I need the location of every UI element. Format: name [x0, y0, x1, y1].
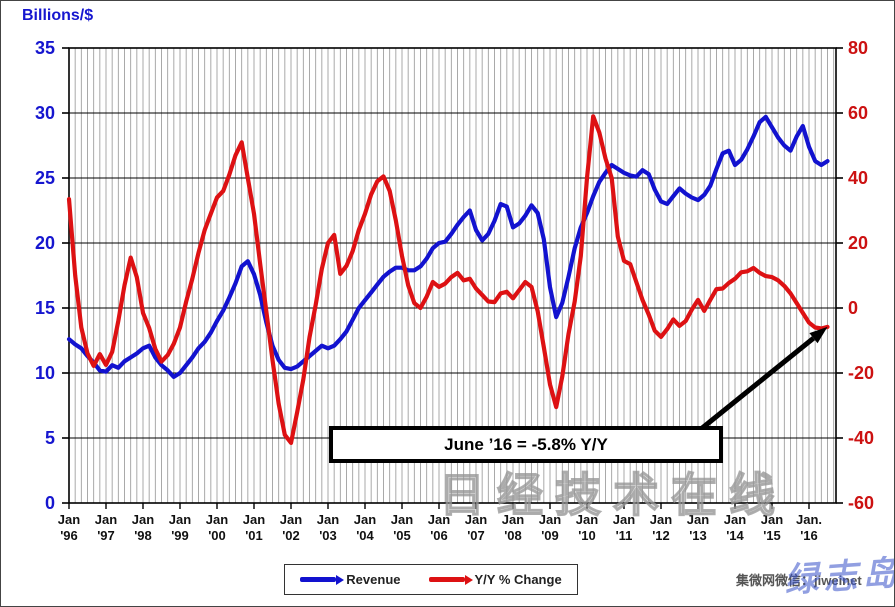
svg-text:5: 5 [45, 428, 55, 448]
credit-text: 集微网微信：jiweinet [736, 573, 862, 588]
svg-text:Jan: Jan [354, 512, 376, 527]
svg-text:'06: '06 [430, 528, 448, 543]
svg-text:'09: '09 [541, 528, 559, 543]
plot-border [68, 47, 837, 504]
svg-text:'14: '14 [726, 528, 744, 543]
left-axis-title: Billions/$ [22, 7, 94, 24]
legend: Revenue Y/Y % Change [284, 564, 578, 595]
annotation-callout: June ’16 = -5.8% Y/Y [329, 426, 723, 463]
svg-text:60: 60 [848, 103, 868, 123]
svg-text:80: 80 [848, 38, 868, 58]
svg-text:Jan: Jan [428, 512, 450, 527]
legend-item-revenue: Revenue [300, 572, 401, 587]
svg-text:Jan: Jan [465, 512, 487, 527]
svg-text:30: 30 [35, 103, 55, 123]
y-axis-left: 0 5 10 15 20 25 30 35 [35, 38, 69, 513]
svg-text:'02: '02 [282, 528, 300, 543]
svg-text:'13: '13 [689, 528, 707, 543]
legend-label-revenue: Revenue [346, 572, 401, 587]
svg-text:20: 20 [848, 233, 868, 253]
svg-text:20: 20 [35, 233, 55, 253]
svg-text:Jan: Jan [502, 512, 524, 527]
svg-text:Jan: Jan [317, 512, 339, 527]
svg-text:'99: '99 [171, 528, 189, 543]
revenue-line-swatch-icon [300, 574, 345, 585]
svg-text:Jan: Jan [576, 512, 598, 527]
svg-text:'04: '04 [356, 528, 374, 543]
svg-text:40: 40 [848, 168, 868, 188]
svg-text:10: 10 [35, 363, 55, 383]
svg-text:Jan: Jan [206, 512, 228, 527]
svg-text:-60: -60 [848, 493, 874, 513]
svg-text:'01: '01 [245, 528, 263, 543]
svg-text:'05: '05 [393, 528, 411, 543]
svg-text:Jan: Jan [58, 512, 80, 527]
x-axis: Jan'96Jan'97Jan'98Jan'99Jan'00Jan'01Jan'… [58, 503, 822, 543]
svg-text:'03: '03 [319, 528, 337, 543]
svg-text:0: 0 [848, 298, 858, 318]
svg-text:Jan: Jan [687, 512, 709, 527]
svg-text:'10: '10 [578, 528, 596, 543]
svg-text:Jan: Jan [613, 512, 635, 527]
yoy-line-swatch-icon [428, 574, 473, 585]
svg-text:'16: '16 [800, 528, 818, 543]
svg-text:'00: '00 [208, 528, 226, 543]
svg-text:'12: '12 [652, 528, 670, 543]
svg-text:Jan: Jan [650, 512, 672, 527]
svg-text:'96: '96 [60, 528, 78, 543]
svg-text:'97: '97 [97, 528, 115, 543]
svg-text:'11: '11 [616, 528, 633, 543]
yoy-series-line [66, 114, 830, 445]
legend-item-yoy: Y/Y % Change [428, 572, 562, 587]
annotation-text: June ’16 = -5.8% Y/Y [444, 434, 608, 454]
svg-text:'98: '98 [134, 528, 152, 543]
svg-text:15: 15 [35, 298, 55, 318]
svg-text:Jan: Jan [539, 512, 561, 527]
y-axis-right: -60 -40 -20 0 20 40 60 80 [836, 38, 874, 513]
svg-text:Jan: Jan [132, 512, 154, 527]
svg-text:Jan.: Jan. [796, 512, 822, 527]
svg-text:Jan: Jan [724, 512, 746, 527]
svg-text:Jan: Jan [280, 512, 302, 527]
legend-label-yoy: Y/Y % Change [474, 572, 562, 587]
svg-text:Jan: Jan [761, 512, 783, 527]
svg-text:Jan: Jan [243, 512, 265, 527]
svg-text:Jan: Jan [95, 512, 117, 527]
svg-text:-40: -40 [848, 428, 874, 448]
svg-text:'08: '08 [504, 528, 522, 543]
svg-text:Jan: Jan [169, 512, 191, 527]
svg-text:Jan: Jan [391, 512, 413, 527]
svg-text:-20: -20 [848, 363, 874, 383]
svg-text:0: 0 [45, 493, 55, 513]
svg-text:'07: '07 [467, 528, 485, 543]
svg-text:25: 25 [35, 168, 55, 188]
vertical-gridlines [74, 48, 835, 503]
svg-text:35: 35 [35, 38, 55, 58]
revenue-series-line [66, 114, 830, 379]
annotation-arrow [699, 326, 828, 431]
svg-text:'15: '15 [763, 528, 781, 543]
